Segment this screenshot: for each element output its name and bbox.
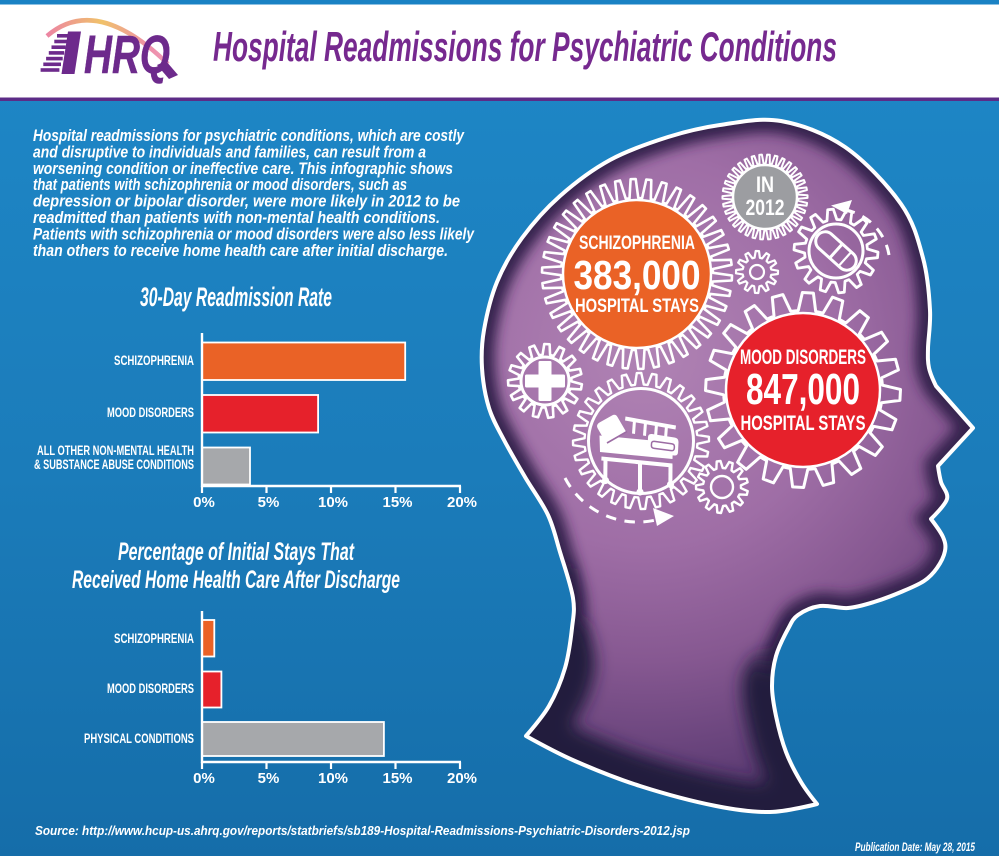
svg-text:847,000: 847,000 [746, 365, 860, 414]
svg-text:SCHIZOPHRENIA: SCHIZOPHRENIA [579, 233, 695, 254]
svg-text:SCHIZOPHRENIA: SCHIZOPHRENIA [114, 353, 194, 368]
svg-text:20%: 20% [447, 770, 477, 787]
svg-text:IN: IN [756, 172, 774, 197]
svg-text:MOOD DISORDERS: MOOD DISORDERS [107, 681, 194, 696]
svg-text:Publication Date: May 28, 2015: Publication Date: May 28, 2015 [855, 840, 975, 854]
svg-text:ALL OTHER NON-MENTAL HEALTH: ALL OTHER NON-MENTAL HEALTH [37, 443, 194, 458]
svg-text:5%: 5% [258, 770, 280, 787]
svg-text:15%: 15% [382, 770, 412, 787]
svg-text:that patients with schizophren: that patients with schizophrenia or mood… [33, 176, 407, 194]
svg-text:30-Day Readmission Rate: 30-Day Readmission Rate [140, 282, 332, 312]
svg-text:HOSPITAL STAYS: HOSPITAL STAYS [741, 412, 866, 435]
svg-text:MOOD DISORDERS: MOOD DISORDERS [740, 346, 866, 369]
svg-text:PHYSICAL CONDITIONS: PHYSICAL CONDITIONS [84, 731, 194, 746]
svg-text:10%: 10% [318, 770, 348, 787]
svg-text:2012: 2012 [746, 195, 785, 220]
svg-text:0%: 0% [193, 494, 215, 511]
svg-text:383,000: 383,000 [574, 252, 701, 298]
svg-text:HOSPITAL STAYS: HOSPITAL STAYS [575, 296, 699, 317]
svg-text:10%: 10% [318, 494, 348, 511]
svg-text:depression or bipolar disorder: depression or bipolar disorder, were mor… [33, 193, 460, 211]
svg-text:Patients with schizophrenia or: Patients with schizophrenia or mood diso… [33, 225, 475, 243]
svg-text:0%: 0% [193, 770, 215, 787]
svg-text:Percentage of Initial Stays Th: Percentage of Initial Stays That [118, 538, 355, 566]
svg-text:MOOD DISORDERS: MOOD DISORDERS [107, 405, 194, 420]
svg-text:than others to receive home he: than others to receive home health care … [33, 242, 448, 260]
svg-text:Hospital readmissions for psyc: Hospital readmissions for psychiatric co… [33, 127, 465, 145]
svg-text:Received Home Health Care Afte: Received Home Health Care After Discharg… [72, 566, 400, 594]
svg-text:SCHIZOPHRENIA: SCHIZOPHRENIA [114, 631, 194, 646]
svg-text:and disruptive to individuals: and disruptive to individuals and famili… [33, 143, 426, 161]
svg-text:Hospital Readmissions for Psyc: Hospital Readmissions for Psychiatric Co… [213, 23, 837, 70]
svg-text:5%: 5% [258, 494, 280, 511]
svg-text:HRQ: HRQ [84, 25, 170, 85]
svg-text:& SUBSTANCE ABUSE CONDITIONS: & SUBSTANCE ABUSE CONDITIONS [34, 457, 194, 472]
svg-text:readmitted than patients with: readmitted than patients with non-mental… [33, 209, 440, 227]
svg-text:worsening condition or ineffec: worsening condition or ineffective care.… [33, 160, 453, 178]
svg-text:20%: 20% [447, 494, 477, 511]
svg-text:15%: 15% [382, 494, 412, 511]
svg-text:Source: http://www.hcup-us.ahr: Source: http://www.hcup-us.ahrq.gov/repo… [35, 823, 690, 838]
